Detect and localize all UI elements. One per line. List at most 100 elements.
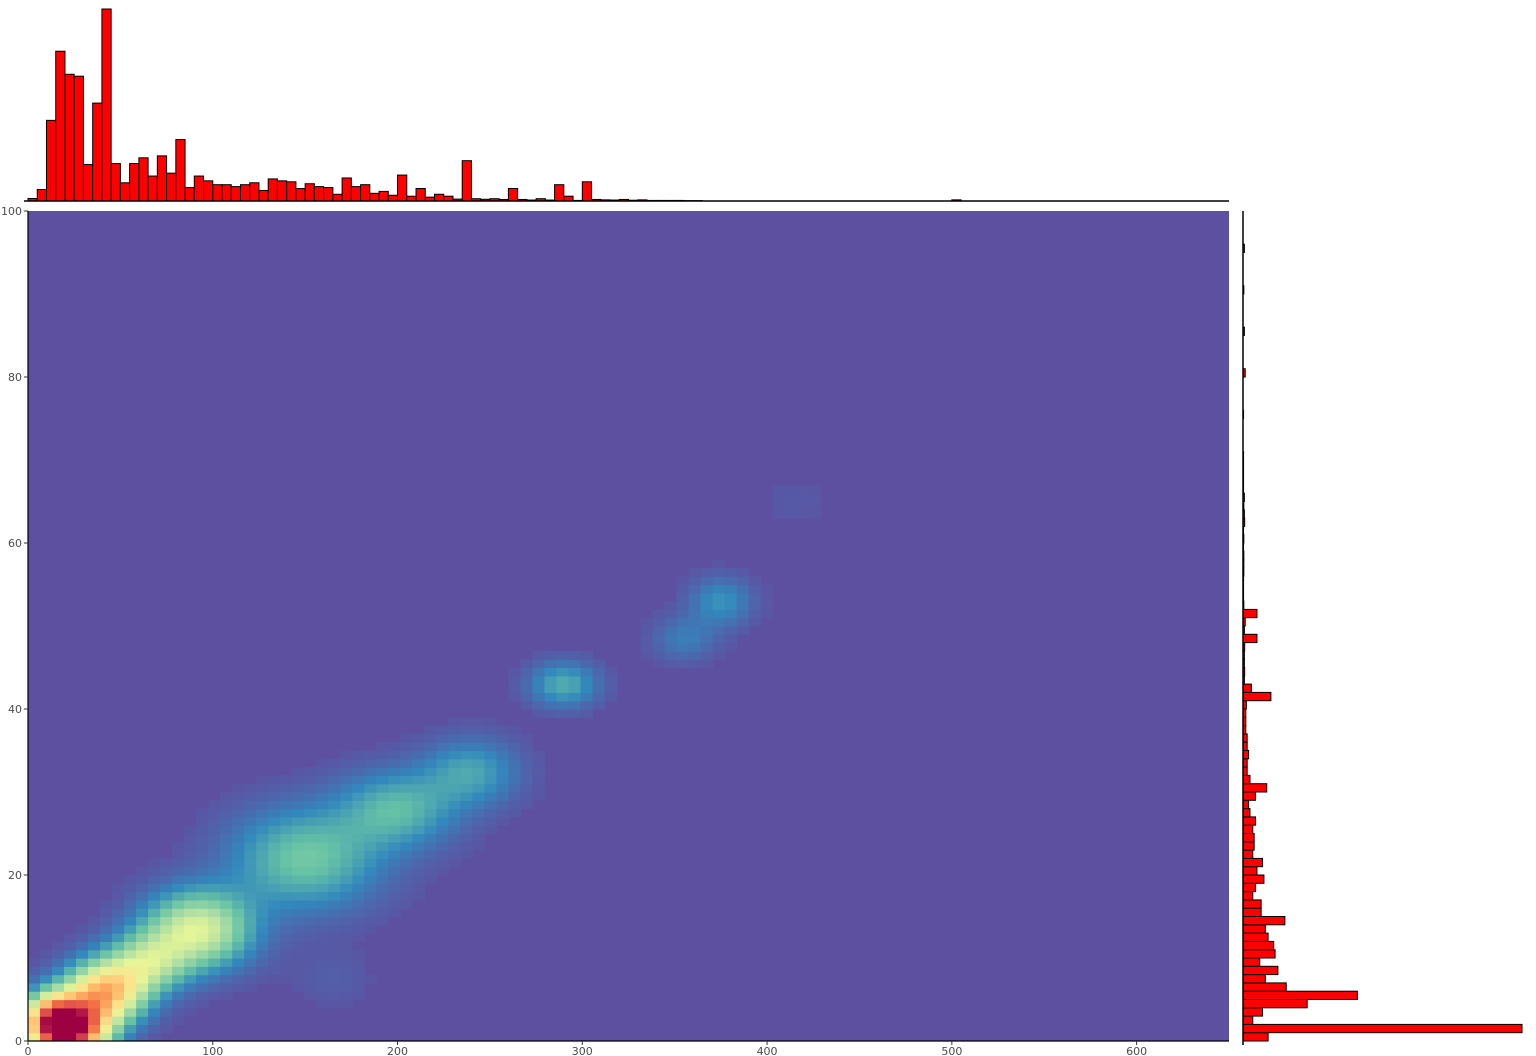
heatmap-cell [112, 958, 125, 967]
heatmap-cell [40, 1000, 53, 1009]
heatmap-cell [556, 651, 569, 660]
top-histogram-bar [130, 164, 139, 201]
heatmap-cell [448, 834, 461, 843]
heatmap-cell [460, 726, 473, 735]
heatmap-cell [532, 651, 545, 660]
heatmap-cell [232, 958, 245, 967]
heatmap-cell [244, 983, 257, 992]
heatmap-cell [484, 809, 497, 818]
heatmap-cell [148, 1016, 161, 1025]
heatmap-cell [268, 925, 281, 934]
heatmap-cell [328, 842, 341, 851]
heatmap-cell [340, 858, 353, 867]
heatmap-cell [256, 892, 269, 901]
heatmap-cell [665, 601, 678, 610]
heatmap-cell [508, 726, 521, 735]
heatmap-cell [352, 767, 365, 776]
heatmap-cell [496, 800, 509, 809]
heatmap-cell [328, 991, 341, 1000]
heatmap-cell [256, 792, 269, 801]
heatmap-cell [340, 784, 353, 793]
heatmap-cell [148, 925, 161, 934]
heatmap-cell [268, 825, 281, 834]
heatmap-cell [400, 800, 413, 809]
heatmap-cell [148, 958, 161, 967]
heatmap-cell [400, 784, 413, 793]
top-histogram-bar [305, 184, 314, 201]
heatmap-cell [328, 983, 341, 992]
heatmap-cell [328, 900, 341, 909]
right-histogram-bar [1243, 751, 1249, 759]
heatmap-cell [28, 1024, 41, 1033]
right-histogram-bar [1243, 809, 1250, 817]
heatmap-cell [148, 983, 161, 992]
heatmap-cell [304, 842, 317, 851]
heatmap-cell [268, 958, 281, 967]
right-histogram-bar [1243, 692, 1271, 700]
heatmap-cell [100, 1016, 113, 1025]
heatmap-cell [328, 925, 341, 934]
heatmap-cell [100, 983, 113, 992]
heatmap-cell [172, 991, 185, 1000]
heatmap-cell [244, 842, 257, 851]
heatmap-cell [412, 850, 425, 859]
heatmap-cell [112, 975, 125, 984]
top-histogram-bar [342, 178, 351, 201]
heatmap-cell [64, 1016, 77, 1025]
heatmap-cell [172, 908, 185, 917]
heatmap-cell [677, 593, 690, 602]
heatmap-cell [412, 834, 425, 843]
heatmap-cell [280, 867, 293, 876]
heatmap-cell [316, 842, 329, 851]
heatmap-cell [112, 892, 125, 901]
heatmap-cell [749, 576, 762, 585]
heatmap-cell [388, 759, 401, 768]
heatmap-cell [653, 651, 666, 660]
heatmap-cell [328, 883, 341, 892]
heatmap-cell [292, 784, 305, 793]
heatmap-cell [172, 933, 185, 942]
heatmap-cell [172, 975, 185, 984]
heatmap-cell [701, 626, 714, 635]
heatmap-cell [100, 1033, 113, 1042]
heatmap-cell [160, 933, 173, 942]
right-histogram-bar [1243, 609, 1257, 617]
heatmap-cell [340, 834, 353, 843]
heatmap-cell [328, 767, 341, 776]
heatmap-cell [352, 991, 365, 1000]
heatmap-cell [124, 908, 137, 917]
heatmap-cell [436, 817, 449, 826]
heatmap-cell [460, 850, 473, 859]
heatmap-cell [88, 1024, 101, 1033]
heatmap-cell [136, 958, 149, 967]
right-histogram-bar [1243, 834, 1254, 842]
heatmap-cell [665, 643, 678, 652]
heatmap-cell [88, 975, 101, 984]
heatmap-cell [340, 767, 353, 776]
heatmap-cell [184, 975, 197, 984]
heatmap-cell [280, 950, 293, 959]
heatmap-cell [196, 950, 209, 959]
heatmap-cell [160, 1008, 173, 1017]
heatmap-cell [713, 626, 726, 635]
heatmap-cell [496, 809, 509, 818]
heatmap-cell [52, 975, 65, 984]
heatmap-cell [40, 1016, 53, 1025]
heatmap-cell [160, 1024, 173, 1033]
heatmap-cell [256, 825, 269, 834]
heatmap-cell [340, 917, 353, 926]
heatmap-cell [292, 917, 305, 926]
heatmap-cell [280, 933, 293, 942]
heatmap-cell [136, 950, 149, 959]
heatmap-cell [364, 751, 377, 760]
heatmap-cell [352, 900, 365, 909]
heatmap-cell [749, 585, 762, 594]
heatmap-cell [364, 975, 377, 984]
heatmap-cell [544, 709, 557, 718]
heatmap-cell [268, 858, 281, 867]
heatmap-cell [737, 568, 750, 577]
heatmap-cell [316, 917, 329, 926]
heatmap-cell [400, 792, 413, 801]
heatmap-cell [580, 651, 593, 660]
top-histogram-bar [582, 182, 591, 201]
